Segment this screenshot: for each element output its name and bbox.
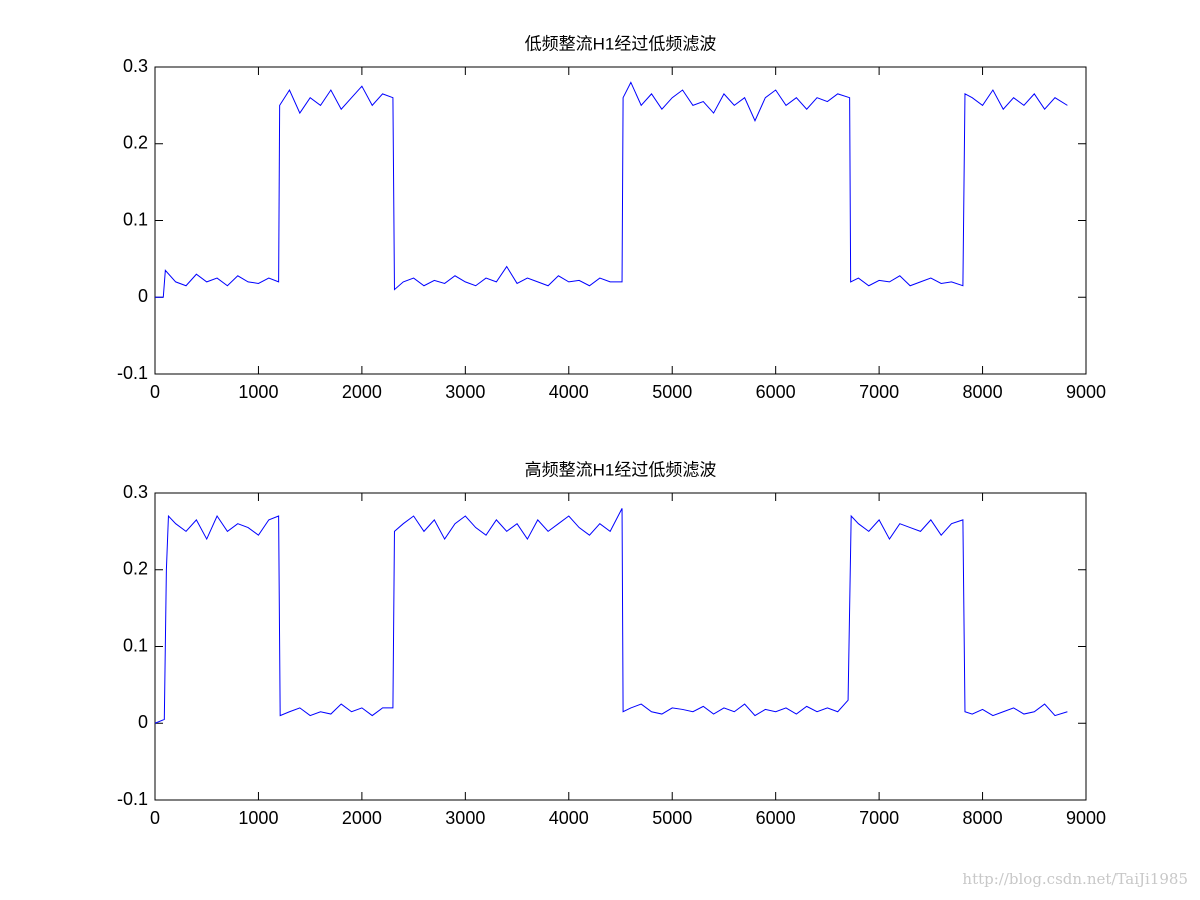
x-tick-label: 5000 <box>652 808 692 828</box>
y-tick-label: 0.3 <box>123 56 148 76</box>
y-tick-label: 0.2 <box>123 133 148 153</box>
y-tick-label: 0.1 <box>123 209 148 229</box>
y-tick-label: -0.1 <box>117 789 148 809</box>
data-line <box>155 81 1068 298</box>
x-tick-label: 6000 <box>756 382 796 402</box>
x-tick-label: 0 <box>150 382 160 402</box>
x-tick-label: 3000 <box>445 808 485 828</box>
x-tick-label: 9000 <box>1066 382 1106 402</box>
x-tick-label: 4000 <box>549 808 589 828</box>
watermark: http://blog.csdn.net/TaiJi1985 <box>962 870 1188 888</box>
axes-box <box>154 66 1087 375</box>
chart-title: 低频整流H1经过低频滤波 <box>525 34 717 53</box>
x-tick-label: 7000 <box>859 382 899 402</box>
x-tick-label: 7000 <box>859 808 899 828</box>
x-tick-label: 6000 <box>756 808 796 828</box>
x-tick-label: 2000 <box>342 382 382 402</box>
y-tick-label: -0.1 <box>117 363 148 383</box>
y-tick-label: 0.1 <box>123 635 148 655</box>
y-tick-label: 0 <box>138 286 148 306</box>
x-tick-label: 8000 <box>963 382 1003 402</box>
x-tick-label: 4000 <box>549 382 589 402</box>
x-tick-label: 8000 <box>963 808 1003 828</box>
x-tick-label: 1000 <box>238 808 278 828</box>
axes-box <box>154 492 1087 801</box>
y-tick-label: 0 <box>138 712 148 732</box>
y-tick-label: 0.2 <box>123 559 148 579</box>
x-tick-label: 9000 <box>1066 808 1106 828</box>
x-tick-label: 0 <box>150 808 160 828</box>
x-tick-label: 3000 <box>445 382 485 402</box>
x-tick-label: 2000 <box>342 808 382 828</box>
data-line <box>154 508 1068 724</box>
y-tick-label: 0.3 <box>123 482 148 502</box>
x-tick-label: 1000 <box>238 382 278 402</box>
chart-title: 高频整流H1经过低频滤波 <box>525 460 717 479</box>
x-tick-label: 5000 <box>652 382 692 402</box>
